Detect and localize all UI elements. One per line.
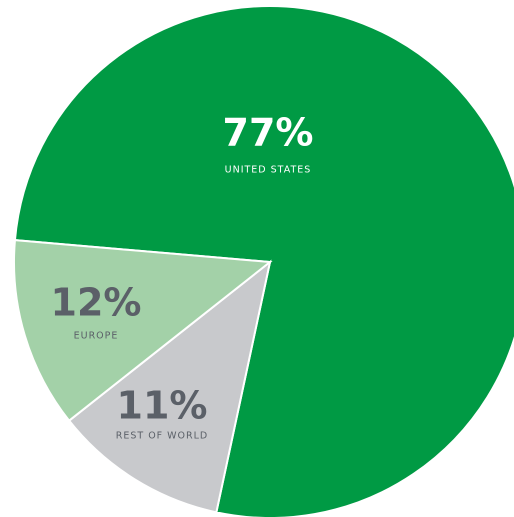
pie-slice (13, 5, 514, 517)
slice-category-label: EUROPE (74, 331, 119, 342)
pie-slice (13, 239, 273, 423)
slice-value-label: 77% (223, 111, 314, 155)
slice-category-label: UNITED STATES (225, 165, 312, 176)
pie-slice (67, 259, 272, 514)
slice-value-label: 11% (117, 384, 208, 428)
slice-category-label: REST OF WORLD (116, 431, 209, 442)
slice-value-label: 12% (51, 281, 142, 325)
